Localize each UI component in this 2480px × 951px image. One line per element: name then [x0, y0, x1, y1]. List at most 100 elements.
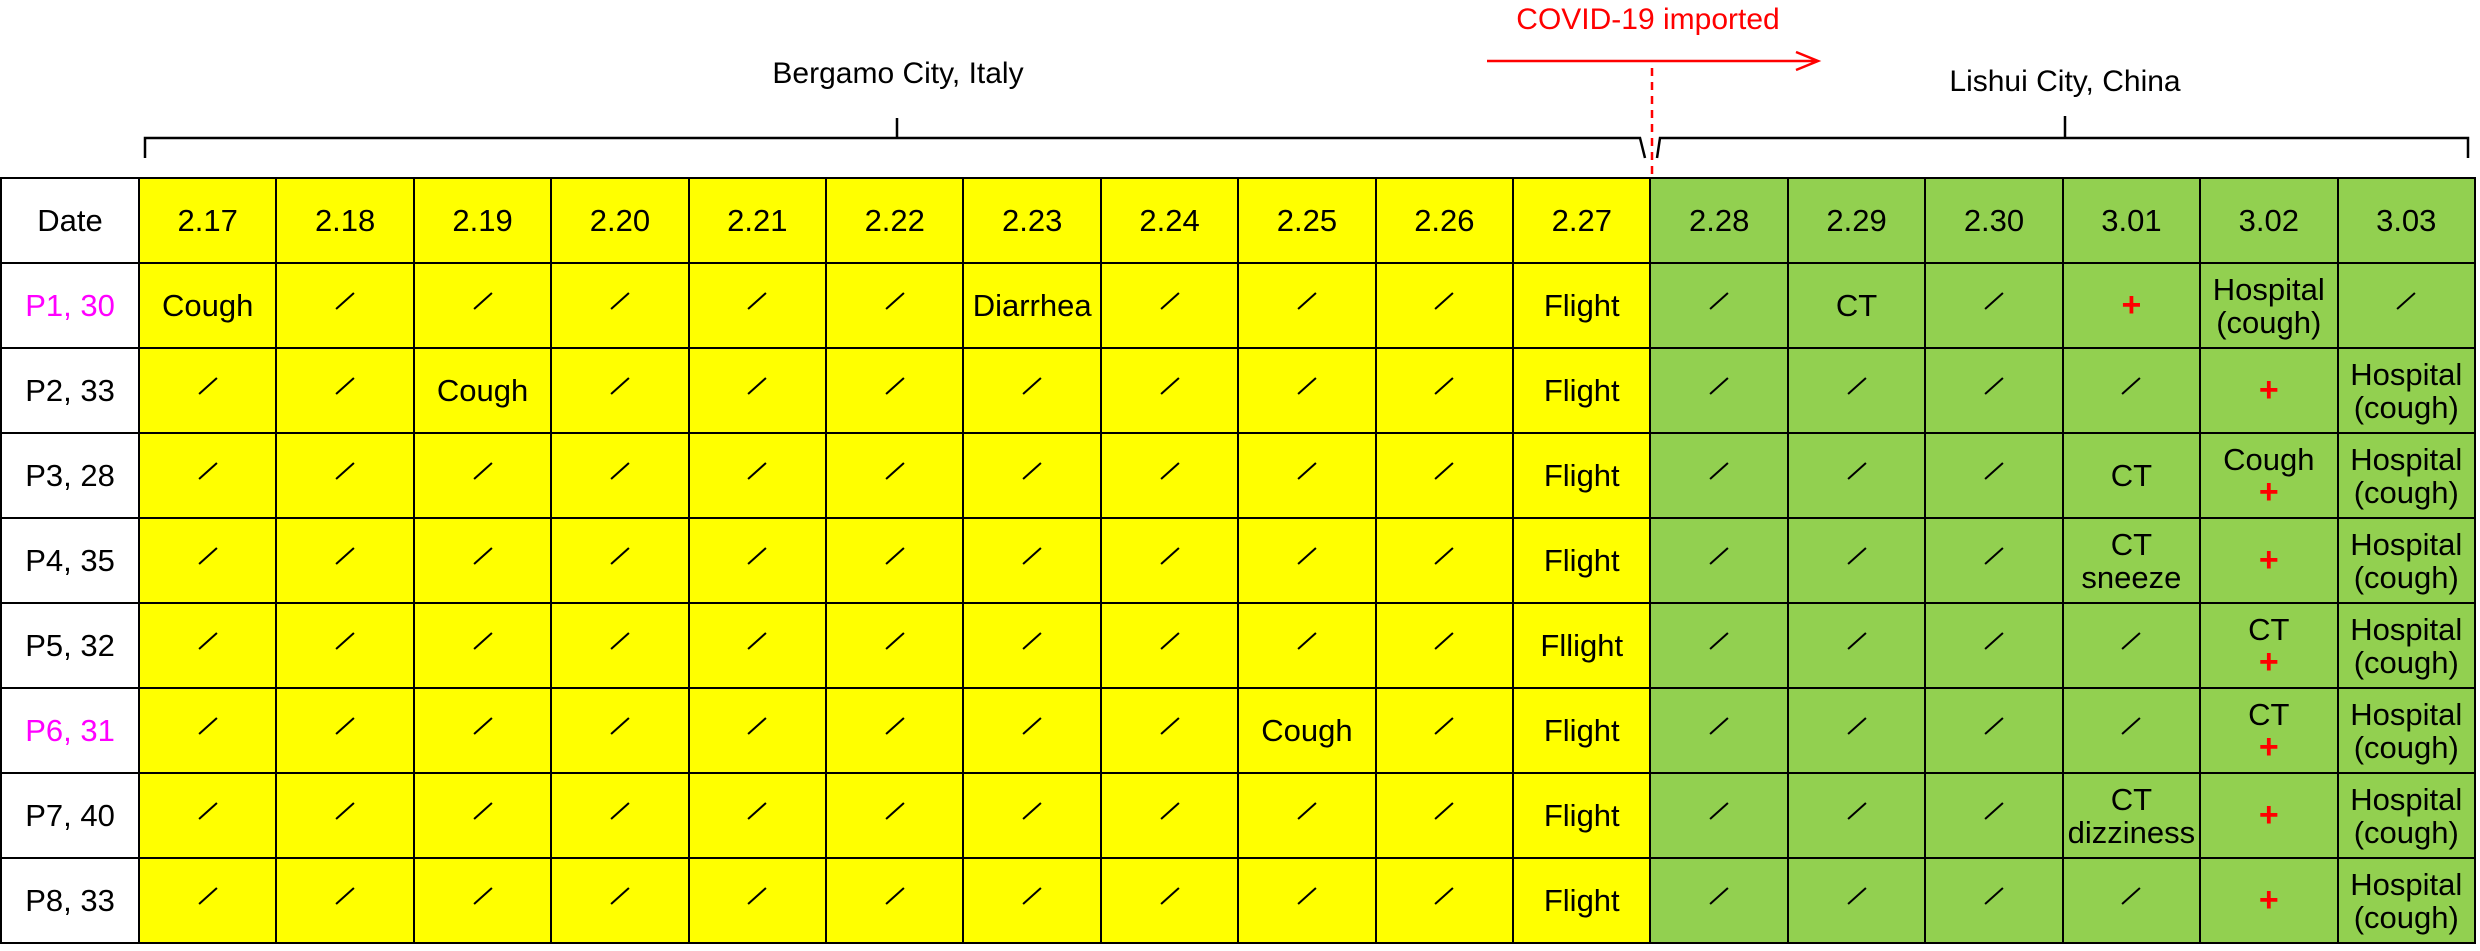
timeline-cell: / — [1924, 602, 2064, 689]
timeline-cell: / — [1786, 687, 1927, 774]
patient-row: P2, 33 / / Cough / / / / / / / Flight / / / / + Hospital(… — [0, 347, 2476, 434]
no-event-slash-icon: / — [1297, 547, 1317, 565]
timeline-cell: Diarrhea — [962, 262, 1102, 349]
timeline-cell: / — [962, 772, 1102, 859]
no-event-slash-icon: / — [1022, 887, 1042, 905]
timeline-cell: / — [1924, 772, 2064, 859]
no-event-slash-icon: / — [472, 802, 493, 820]
timeline-cell: / — [1099, 262, 1240, 349]
no-event-slash-icon: / — [885, 802, 905, 820]
no-event-slash-icon: / — [335, 717, 355, 735]
timeline-cell: CT — [1786, 262, 1927, 349]
no-event-slash-icon: / — [610, 802, 630, 820]
no-event-slash-icon: / — [610, 887, 630, 905]
no-event-slash-icon: / — [1434, 292, 1454, 310]
timeline-cell: / — [1237, 517, 1377, 604]
date-cell: 2.28 — [1649, 177, 1789, 264]
event-text: Hospital — [2212, 271, 2325, 307]
no-event-slash-icon: / — [1297, 377, 1317, 395]
timeline-cell: Hospital (cough) — [2336, 602, 2476, 689]
timeline-cell: / — [1237, 432, 1377, 519]
timeline-cell: / — [412, 772, 553, 859]
timeline-cell: Flight — [1512, 347, 1652, 434]
no-event-slash-icon: / — [1297, 462, 1317, 480]
bergamo-bracket — [143, 118, 1647, 159]
no-event-slash-icon: / — [1846, 462, 1867, 480]
timeline-cell: / — [1786, 772, 1927, 859]
timeline-cell: / — [137, 347, 278, 434]
timeline-cell: Cough + — [2199, 432, 2339, 519]
timeline-cell: / — [1649, 262, 1789, 349]
timeline-cell: / — [1924, 262, 2064, 349]
no-event-slash-icon: / — [335, 462, 355, 480]
timeline-cell: / — [1099, 432, 1240, 519]
no-event-slash-icon: / — [1846, 717, 1867, 735]
timeline-cell: Hospital (cough) — [2336, 687, 2476, 774]
timeline-cell: / — [275, 602, 415, 689]
no-event-slash-icon: / — [198, 547, 218, 565]
no-event-slash-icon: / — [335, 377, 355, 395]
timeline-cell: / — [687, 432, 828, 519]
timeline-cell: / — [1649, 517, 1789, 604]
timeline-cell: / — [825, 857, 965, 944]
timeline-cell: / — [275, 262, 415, 349]
event-text: Flight — [1543, 713, 1620, 748]
timeline-cell: / — [412, 262, 553, 349]
no-event-slash-icon: / — [1022, 717, 1042, 735]
timeline-cell: Flight — [1512, 432, 1652, 519]
no-event-slash-icon: / — [610, 377, 630, 395]
timeline-cell: + — [2199, 857, 2339, 944]
timeline-cell: Cough — [137, 262, 278, 349]
no-event-slash-icon: / — [885, 632, 905, 650]
no-event-slash-icon: / — [472, 547, 493, 565]
no-event-slash-icon: / — [335, 292, 355, 310]
timeline-cell: / — [1237, 772, 1377, 859]
positive-test-plus-icon: + — [2121, 286, 2142, 324]
timeline-cell: Cough — [412, 347, 553, 434]
no-event-slash-icon: / — [1984, 462, 2004, 480]
no-event-slash-icon: / — [1846, 802, 1867, 820]
no-event-slash-icon: / — [1846, 632, 1867, 650]
timeline-cell: / — [550, 347, 690, 434]
timeline-cell: / — [825, 347, 965, 434]
timeline-cell: / — [1099, 347, 1240, 434]
lishui-region-label: Lishui City, China — [1949, 65, 2181, 98]
no-event-slash-icon: / — [198, 462, 218, 480]
timeline-cell: / — [1924, 432, 2064, 519]
timeline-cell: / — [1099, 687, 1240, 774]
no-event-slash-icon: / — [1709, 802, 1729, 820]
no-event-slash-icon: / — [1846, 377, 1867, 395]
timeline-cell: / — [1649, 687, 1789, 774]
positive-test-plus-icon: + — [2258, 881, 2279, 919]
no-event-slash-icon: / — [885, 292, 905, 310]
patient-row: P5, 32//////////Fllight////CT+Hospital(c… — [0, 602, 2476, 689]
event-text: Diarrhea — [972, 288, 1092, 323]
event-text: (cough) — [2353, 559, 2459, 595]
date-cell: 2.17 — [137, 177, 278, 264]
symptom-timeline-table: Date 2.17 2.18 2.19 2.20 2.21 2.22 2.23 2.24 2.25… — [0, 177, 2476, 944]
timeline-cell: + — [2199, 517, 2339, 604]
event-text: CT — [1835, 288, 1878, 323]
date-header: Date — [0, 177, 140, 264]
annotation-graphics — [143, 50, 2470, 177]
timeline-cell: / — [1374, 517, 1515, 604]
event-text: Cough — [162, 288, 254, 323]
date-cell: 2.22 — [825, 177, 965, 264]
no-event-slash-icon: / — [610, 292, 630, 310]
timeline-cell: / — [550, 857, 690, 944]
no-event-slash-icon: / — [747, 802, 767, 820]
no-event-slash-icon: / — [610, 547, 630, 565]
no-event-slash-icon: / — [1159, 377, 1180, 395]
no-event-slash-icon: / — [335, 632, 355, 650]
no-event-slash-icon: / — [1022, 377, 1042, 395]
no-event-slash-icon: / — [1434, 462, 1454, 480]
timeline-cell: / — [137, 602, 278, 689]
header-row: Date 2.17 2.18 2.19 2.20 2.21 2.22 2.23 2.24 2.25… — [0, 177, 2476, 264]
timeline-cell: / — [1924, 687, 2064, 774]
timeline-cell: / — [687, 857, 828, 944]
no-event-slash-icon: / — [885, 377, 905, 395]
date-cell: 3.01 — [2061, 177, 2202, 264]
timeline-cell: CT — [2061, 432, 2202, 519]
timeline-cell: / — [1649, 432, 1789, 519]
no-event-slash-icon: / — [1709, 292, 1729, 310]
